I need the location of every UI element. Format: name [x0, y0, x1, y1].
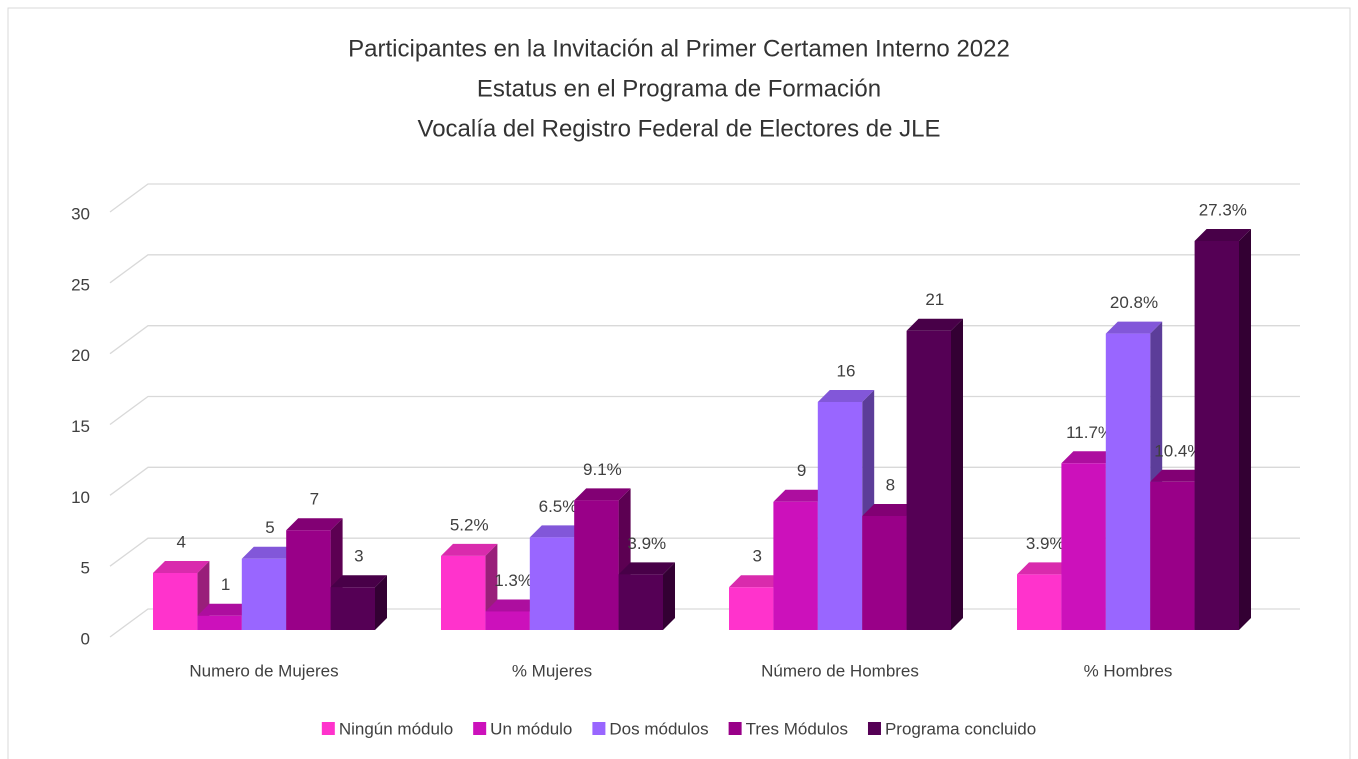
chart-title: Vocalía del Registro Federal de Electore… [418, 115, 941, 142]
legend-swatch [321, 722, 335, 735]
data-label: 21 [925, 290, 944, 309]
bar-top [1017, 562, 1074, 575]
data-label: 6.5% [539, 497, 578, 516]
bar [529, 537, 575, 630]
data-label: 7 [310, 490, 319, 509]
legend-swatch [473, 722, 487, 735]
bar-top [1150, 469, 1207, 482]
data-label: 8 [886, 475, 895, 494]
data-label: 1 [221, 575, 230, 594]
bar [286, 530, 331, 630]
bar [906, 330, 951, 630]
y-tick-label: 15 [71, 417, 90, 436]
y-tick-label: 10 [71, 488, 90, 507]
bar [441, 555, 486, 630]
bar [330, 587, 375, 630]
legend-label: Ningún módulo [339, 719, 453, 738]
bar-side [951, 318, 963, 630]
legend-label: Tres Módulos [746, 719, 848, 738]
bar-top [286, 518, 343, 531]
bar [241, 558, 287, 630]
bar-top [618, 562, 675, 575]
data-label: 9 [797, 461, 806, 480]
bar-top [574, 488, 631, 501]
bar-side [663, 562, 675, 630]
legend-label: Dos módulos [609, 719, 708, 738]
bar-top [197, 603, 254, 616]
legend-label: Un módulo [490, 719, 572, 738]
data-label: 1.3% [494, 571, 533, 590]
x-tick-label: Numero de Mujeres [189, 661, 338, 680]
legend-swatch [592, 722, 606, 735]
bar-top [817, 390, 875, 402]
bar [1017, 574, 1062, 630]
x-tick-label: % Mujeres [512, 661, 592, 680]
bar [485, 611, 530, 630]
y-tick-label: 30 [71, 204, 90, 223]
data-label: 4 [176, 532, 185, 551]
bar [618, 574, 663, 630]
bar-top [441, 543, 498, 556]
data-label: 10.4% [1154, 441, 1202, 460]
bar [1150, 481, 1195, 630]
data-label: 5.2% [450, 515, 489, 534]
bar-top [729, 575, 786, 588]
bar-top [906, 318, 963, 331]
bar-side [375, 575, 387, 630]
bar [1194, 240, 1239, 630]
chart-title: Estatus en el Programa de Formación [477, 75, 881, 102]
data-label: 20.8% [1110, 293, 1158, 312]
bar [574, 500, 619, 630]
x-tick-label: % Hombres [1084, 661, 1173, 680]
data-label: 3 [752, 547, 761, 566]
bar [197, 615, 242, 630]
bar-top [1194, 228, 1251, 241]
data-label: 11.7% [1066, 423, 1113, 442]
bar-top [330, 575, 387, 588]
bar [1061, 463, 1106, 630]
grid-line [109, 254, 1300, 284]
grid-line [109, 183, 1300, 213]
data-label: 3.9% [627, 534, 666, 553]
y-tick-label: 5 [81, 559, 90, 578]
x-tick-label: Número de Hombres [761, 661, 919, 680]
legend-label: Programa concluido [885, 719, 1036, 738]
bar-top [1105, 321, 1163, 334]
bar-top [1061, 451, 1118, 464]
y-tick-label: 0 [81, 629, 90, 648]
data-label: 5 [265, 518, 274, 537]
bar-top [153, 561, 210, 573]
legend-swatch [728, 722, 742, 735]
bar [773, 501, 818, 630]
bar [153, 573, 198, 630]
data-label: 3.9% [1026, 534, 1065, 553]
bar [1105, 333, 1151, 630]
chart-title: Participantes en la Invitación al Primer… [348, 35, 1010, 62]
data-label: 16 [837, 361, 856, 380]
data-label: 27.3% [1199, 200, 1247, 219]
bar [817, 402, 863, 630]
bar-top [485, 599, 542, 612]
y-tick-label: 20 [71, 346, 90, 365]
bar-top [241, 546, 299, 559]
bar [729, 587, 774, 630]
y-tick-label: 25 [71, 275, 90, 294]
data-label: 3 [354, 547, 363, 566]
legend-swatch [867, 722, 881, 735]
bar-side [1239, 228, 1251, 630]
data-label: 9.1% [583, 460, 622, 479]
bar-top [773, 489, 830, 502]
bar-top [862, 504, 919, 516]
bar-top [529, 525, 587, 538]
bar [862, 516, 907, 630]
